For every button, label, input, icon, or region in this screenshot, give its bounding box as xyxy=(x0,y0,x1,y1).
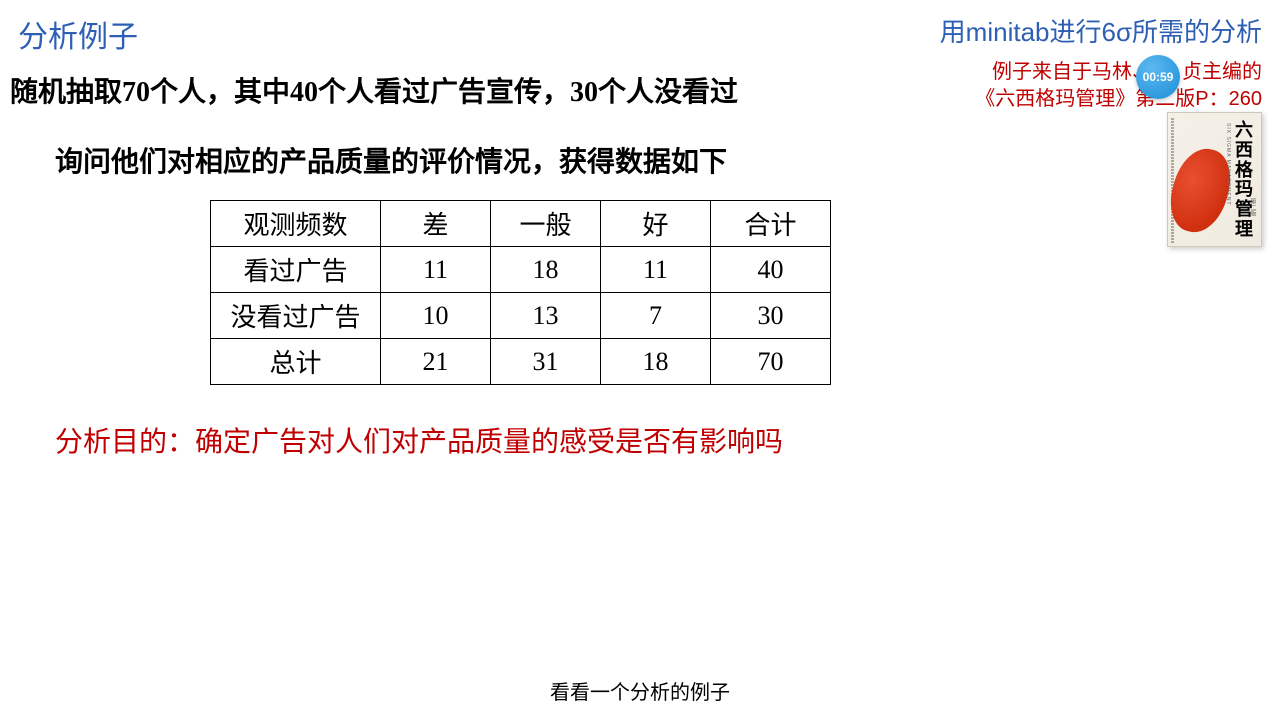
table-cell: 13 xyxy=(491,293,601,339)
table-row: 总计 21 31 18 70 xyxy=(211,339,831,385)
caption-subtitle: 看看一个分析的例子 xyxy=(550,676,730,705)
book-edition: 第二版 xyxy=(1248,198,1257,216)
table-cell: 7 xyxy=(601,293,711,339)
book-title-cn: 六西格玛管理 xyxy=(1233,121,1255,240)
table-header-cell: 一般 xyxy=(491,201,601,247)
table-header-cell: 差 xyxy=(381,201,491,247)
table-cell: 21 xyxy=(381,339,491,385)
source-line-2: 《六西格玛管理》第二版P：260 xyxy=(975,82,1262,111)
data-table: 观测频数 差 一般 好 合计 看过广告 11 18 11 40 没看过广告 10… xyxy=(210,200,831,385)
table-cell: 40 xyxy=(711,247,831,293)
table-cell: 70 xyxy=(711,339,831,385)
table-cell: 11 xyxy=(381,247,491,293)
table-cell: 18 xyxy=(601,339,711,385)
table-cell: 18 xyxy=(491,247,601,293)
table-cell: 30 xyxy=(711,293,831,339)
book-title-en: SIX SIGMA MANAGEMENT xyxy=(1225,123,1231,206)
source-line-1: 例子来自于马林、 贞主编的 xyxy=(992,55,1262,84)
timer-badge: 00:59 xyxy=(1136,55,1180,99)
body-line-1: 随机抽取70个人，其中40个人看过广告宣传，30个人没看过 xyxy=(10,70,738,110)
table-cell: 31 xyxy=(491,339,601,385)
table-header-row: 观测频数 差 一般 好 合计 xyxy=(211,201,831,247)
title-left: 分析例子 xyxy=(18,12,138,56)
book-cover: SIX SIGMA MANAGEMENT 六西格玛管理 第二版 xyxy=(1167,112,1262,247)
table-cell: 10 xyxy=(381,293,491,339)
table-header-cell: 合计 xyxy=(711,201,831,247)
table-header-cell: 好 xyxy=(601,201,711,247)
table-header-cell: 观测频数 xyxy=(211,201,381,247)
table-cell: 总计 xyxy=(211,339,381,385)
table-cell: 没看过广告 xyxy=(211,293,381,339)
title-right: 用minitab进行6σ所需的分析 xyxy=(940,12,1262,49)
table-cell: 11 xyxy=(601,247,711,293)
body-line-2: 询问他们对相应的产品质量的评价情况，获得数据如下 xyxy=(55,140,727,180)
table-row: 没看过广告 10 13 7 30 xyxy=(211,293,831,339)
analysis-purpose: 分析目的：确定广告对人们对产品质量的感受是否有影响吗 xyxy=(55,420,783,460)
table-cell: 看过广告 xyxy=(211,247,381,293)
table-row: 看过广告 11 18 11 40 xyxy=(211,247,831,293)
